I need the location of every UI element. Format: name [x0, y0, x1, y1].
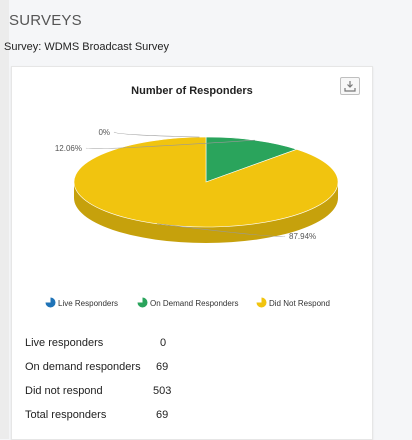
stat-label: On demand responders: [25, 361, 141, 373]
pie-icon: [45, 297, 56, 308]
stat-label: Total responders: [25, 409, 107, 421]
legend-label: On Demand Responders: [150, 299, 239, 308]
legend-label: Did Not Respond: [269, 299, 330, 308]
survey-name: Survey: WDMS Broadcast Survey: [4, 41, 170, 53]
chart-legend: Live Responders On Demand Responders Did…: [45, 297, 355, 311]
pie-icon: [137, 297, 148, 308]
data-label-live-responders: 0%: [98, 128, 110, 137]
stat-value: 69: [156, 361, 169, 373]
pie-slice-did-not-respond: [73, 136, 339, 228]
chart-title: Number of Responders: [131, 85, 253, 97]
stat-label: Did not respond: [25, 385, 103, 397]
data-label-on-demand-responders: 12.06%: [55, 144, 82, 153]
legend-label: Live Responders: [58, 299, 119, 308]
export-button[interactable]: [340, 77, 360, 95]
data-label-did-not-respond: 87.94%: [289, 232, 316, 241]
stat-value: 503: [153, 385, 172, 397]
responders-card: 0% 12.06% 87.94% Number of Responders Live…: [11, 66, 373, 440]
data-label-live-responders-connector: [113, 131, 200, 138]
stat-value: 69: [156, 409, 169, 421]
data-label-on-demand-responders-connector: [85, 139, 255, 149]
stat-value: 0: [160, 337, 167, 349]
data-label-did-not-respond-connector: [157, 223, 286, 237]
page-heading: SURVEYS: [9, 12, 82, 29]
download-icon: [344, 81, 356, 92]
pie-icon: [256, 297, 267, 308]
pie-chart: 0% 12.06% 87.94%: [55, 128, 339, 243]
stat-label: Live responders: [25, 337, 104, 349]
left-edge-bar: [0, 0, 9, 439]
pie-side-did-not-respond: [74, 182, 338, 243]
